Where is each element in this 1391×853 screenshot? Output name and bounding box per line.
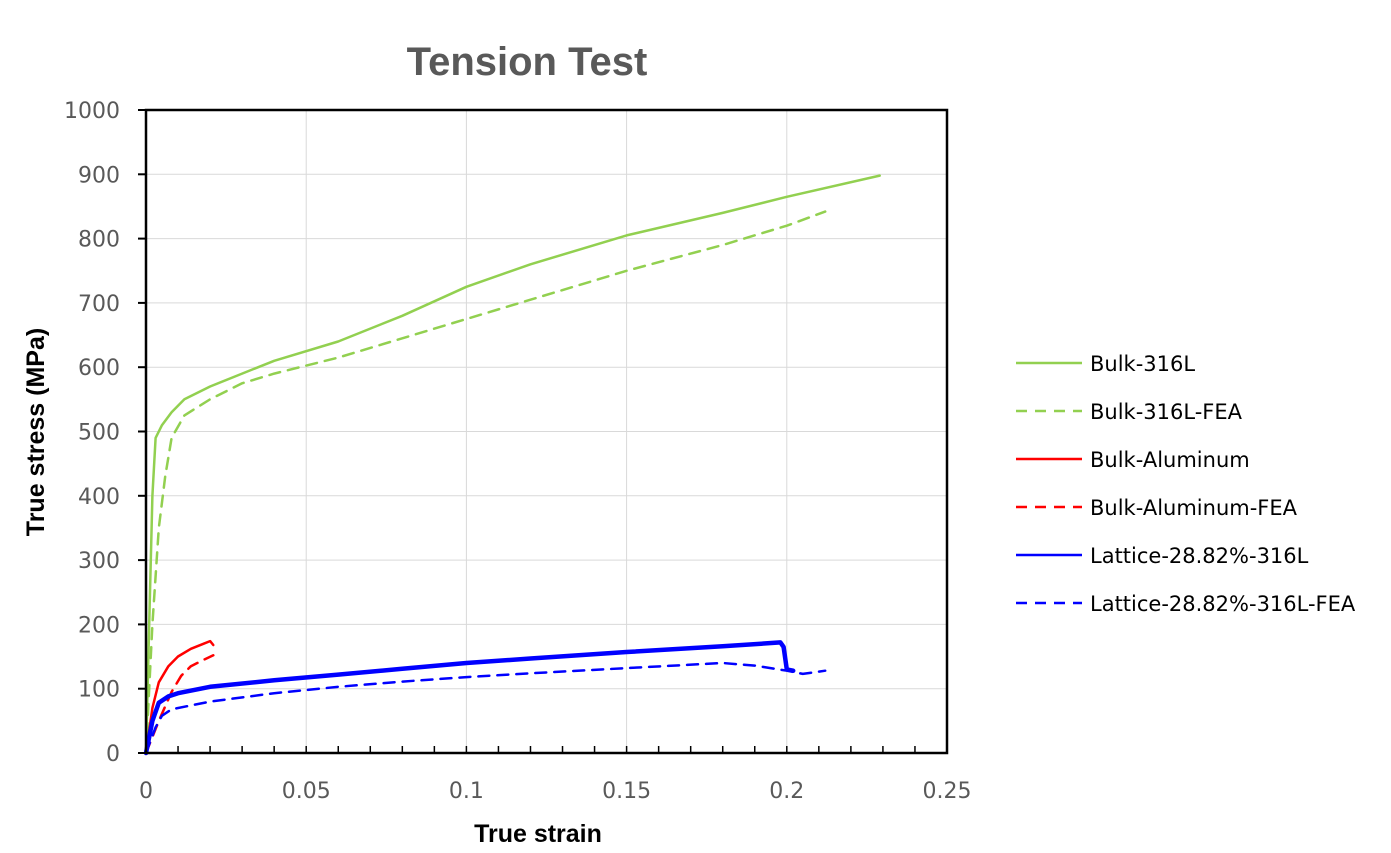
series-line-5 (143, 640, 796, 756)
y-tick-label: 700 (78, 292, 120, 317)
series-line-6 (144, 661, 827, 755)
x-tick-label: 0 (139, 779, 153, 804)
chart-title: Tension Test (407, 40, 648, 84)
legend-label: Bulk-316L-FEA (1090, 400, 1243, 424)
y-tick-label: 400 (78, 485, 120, 510)
series-layer (143, 174, 881, 756)
x-tick-label: 0.05 (282, 779, 331, 804)
series-line-4 (144, 654, 215, 755)
legend-label: Lattice-28.82%-316L (1090, 544, 1309, 568)
y-axis-label: True stress (MPa) (22, 328, 50, 536)
grid-layer (146, 110, 947, 753)
y-tick-label: 600 (78, 356, 120, 381)
x-tick-label: 0.1 (449, 779, 484, 804)
x-tick-label: 0.25 (923, 779, 972, 804)
series-line-1 (144, 174, 881, 755)
x-tick-label: 0.2 (769, 779, 804, 804)
y-tick-label: 500 (78, 421, 120, 446)
y-tick-label: 100 (78, 678, 120, 703)
legend-label: Bulk-Aluminum-FEA (1090, 496, 1298, 520)
y-tick-label: 1000 (64, 99, 120, 124)
tick-labels-layer: 0 0.05 0.1 0.15 0.2 0.25 0 100 200 300 400 500 600 70… (64, 99, 971, 804)
series-line-3 (144, 639, 215, 755)
legend-label: Bulk-316L (1090, 352, 1195, 376)
ticks-layer (138, 109, 916, 754)
series-line-2 (144, 210, 827, 755)
y-tick-label: 900 (78, 163, 120, 188)
legend-label: Lattice-28.82%-316L-FEA (1090, 592, 1356, 616)
legend: Bulk-316L Bulk-316L-FEA Bulk-Aluminum Bulk-… (1016, 352, 1356, 616)
x-axis-label: True strain (474, 820, 602, 848)
x-tick-label: 0.15 (602, 779, 651, 804)
legend-label: Bulk-Aluminum (1090, 448, 1250, 472)
y-tick-label: 0 (106, 742, 120, 767)
y-tick-label: 300 (78, 549, 120, 574)
y-tick-label: 800 (78, 228, 120, 253)
y-tick-label: 200 (78, 613, 120, 638)
